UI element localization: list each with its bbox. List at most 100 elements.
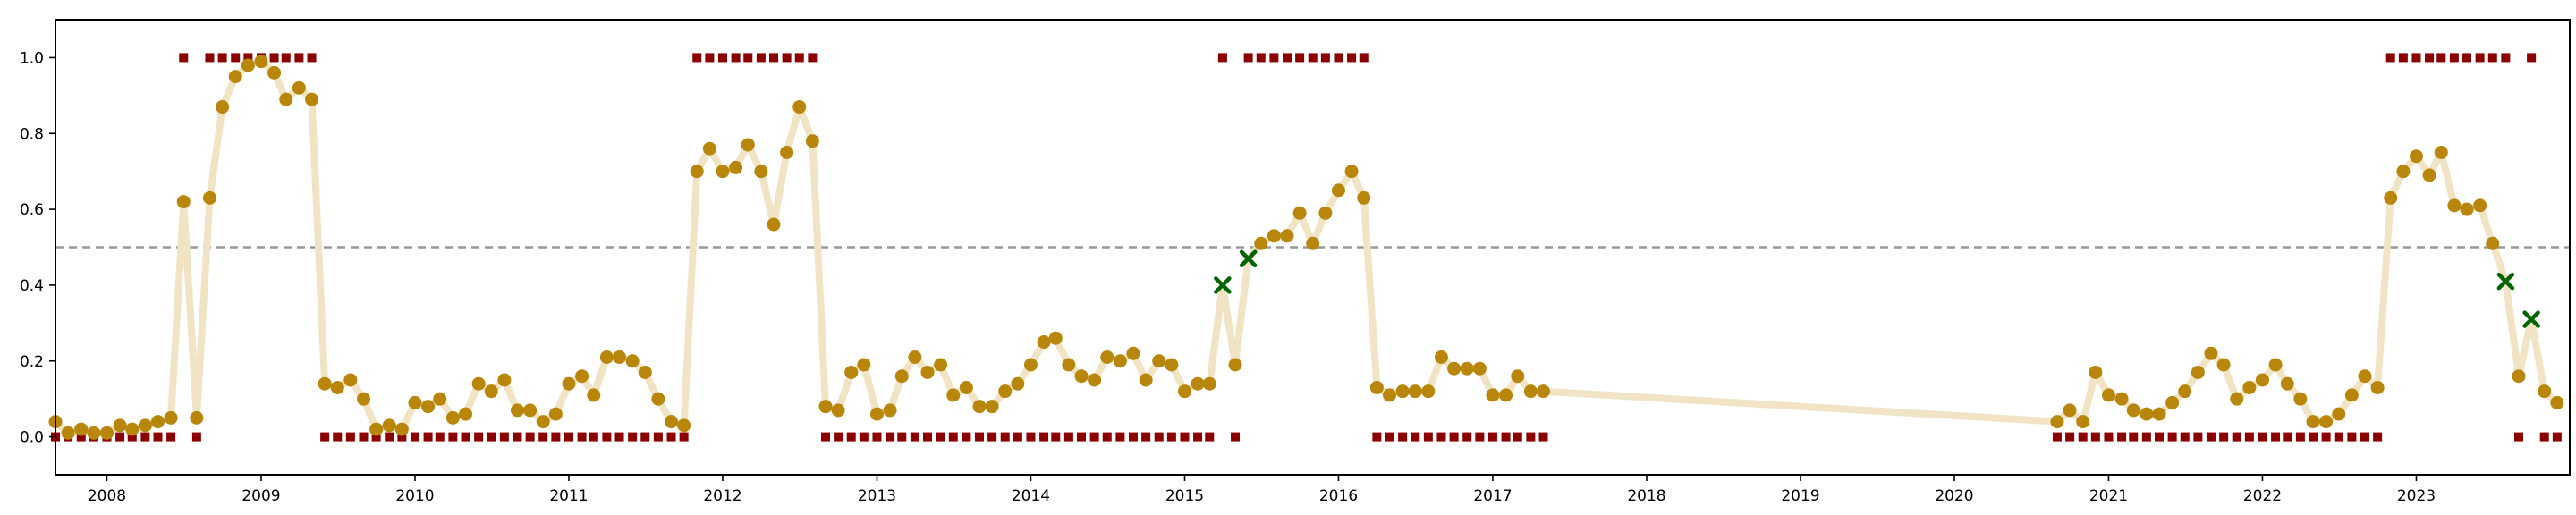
label-marker	[1462, 432, 1472, 442]
probability-point	[279, 92, 293, 106]
probability-point	[754, 165, 768, 179]
x-tick-label: 2009	[242, 487, 280, 505]
label-marker	[1102, 432, 1112, 442]
label-marker	[1026, 432, 1036, 442]
probability-point	[2434, 145, 2448, 159]
y-tick-label: 0.2	[20, 353, 44, 371]
label-marker	[2219, 432, 2229, 442]
probability-point	[2114, 392, 2129, 406]
probability-point	[946, 388, 961, 402]
misclassified-marker	[1239, 249, 1258, 267]
probability-point	[664, 415, 678, 429]
probability-point	[1254, 236, 1268, 250]
y-tick-label: 0.0	[20, 429, 44, 447]
probability-point	[1447, 361, 1462, 376]
probability-point	[1472, 361, 1487, 376]
label-marker	[217, 53, 227, 63]
label-marker	[948, 432, 958, 442]
probability-point	[972, 400, 987, 414]
x-tick-label: 2010	[395, 487, 434, 505]
x-tick-label: 2022	[2243, 487, 2282, 505]
label-marker	[731, 53, 741, 63]
probability-point	[857, 358, 871, 372]
probability-point	[1023, 358, 1038, 372]
probability-point	[2190, 365, 2205, 379]
probability-point	[2512, 369, 2526, 384]
label-marker	[423, 432, 433, 442]
probability-point	[1318, 206, 1333, 220]
label-marker	[1320, 53, 1330, 63]
probability-point	[1499, 388, 1513, 402]
probability-point	[318, 376, 332, 391]
label-marker	[1449, 432, 1459, 442]
label-marker	[1269, 53, 1279, 63]
probability-point	[61, 426, 75, 440]
label-marker	[320, 432, 330, 442]
label-marker	[281, 53, 291, 63]
probability-point	[1486, 388, 1500, 402]
probability-point	[959, 380, 973, 394]
probability-point	[1177, 384, 1191, 399]
label-marker	[397, 432, 407, 442]
label-marker	[2117, 432, 2127, 442]
probability-point	[1511, 369, 1525, 384]
label-marker	[859, 432, 869, 442]
label-marker	[435, 432, 445, 442]
probability-point	[1280, 229, 1294, 243]
probability-point	[2101, 388, 2115, 402]
y-tick-label: 0.8	[20, 125, 44, 143]
label-marker	[910, 432, 919, 442]
probability-point	[1139, 373, 1153, 387]
label-marker	[692, 53, 702, 63]
probability-point	[1088, 373, 1102, 387]
probability-point	[985, 400, 999, 414]
label-marker	[2244, 432, 2254, 442]
y-tick-label: 0.6	[20, 201, 44, 219]
probability-point	[1228, 358, 1242, 372]
x-tick-label: 2015	[1165, 487, 1204, 505]
probability-point	[1202, 376, 1216, 391]
label-marker	[974, 432, 984, 442]
probability-point	[702, 141, 716, 156]
label-marker	[653, 432, 663, 442]
probability-point	[1331, 183, 1345, 198]
probability-point	[356, 392, 370, 406]
probability-point	[113, 418, 127, 433]
probability-point	[2538, 384, 2552, 399]
label-marker	[371, 432, 381, 442]
probability-point	[138, 418, 152, 433]
label-marker	[127, 432, 137, 442]
label-marker	[897, 432, 907, 442]
label-marker	[2271, 432, 2281, 442]
probability-point	[99, 426, 114, 440]
probability-point	[548, 407, 563, 421]
label-marker	[1256, 53, 1266, 63]
label-marker	[385, 432, 394, 442]
probability-point	[228, 70, 242, 84]
probability-point	[2473, 198, 2487, 213]
probability-point	[587, 388, 601, 402]
label-marker	[179, 53, 189, 63]
label-marker	[987, 432, 997, 442]
probability-point	[741, 138, 755, 152]
probability-point	[330, 380, 344, 394]
y-tick-label: 1.0	[20, 49, 44, 67]
probability-point	[1074, 369, 1089, 384]
probability-point	[2126, 403, 2140, 418]
label-marker	[2527, 53, 2537, 63]
label-marker	[2411, 53, 2421, 63]
misclassified-marker-stroke	[1214, 276, 1232, 294]
label-marker	[1308, 53, 1318, 63]
label-marker	[577, 432, 587, 442]
probability-point	[2306, 415, 2320, 429]
misclassified-marker-stroke	[1239, 249, 1258, 267]
label-marker	[1501, 432, 1511, 442]
label-marker	[1000, 432, 1010, 442]
label-marker	[2462, 53, 2472, 63]
probability-point	[241, 58, 255, 72]
label-marker	[1180, 432, 1190, 442]
misclassified-marker	[1214, 276, 1232, 294]
label-marker	[551, 432, 561, 442]
probability-point	[2280, 376, 2294, 391]
